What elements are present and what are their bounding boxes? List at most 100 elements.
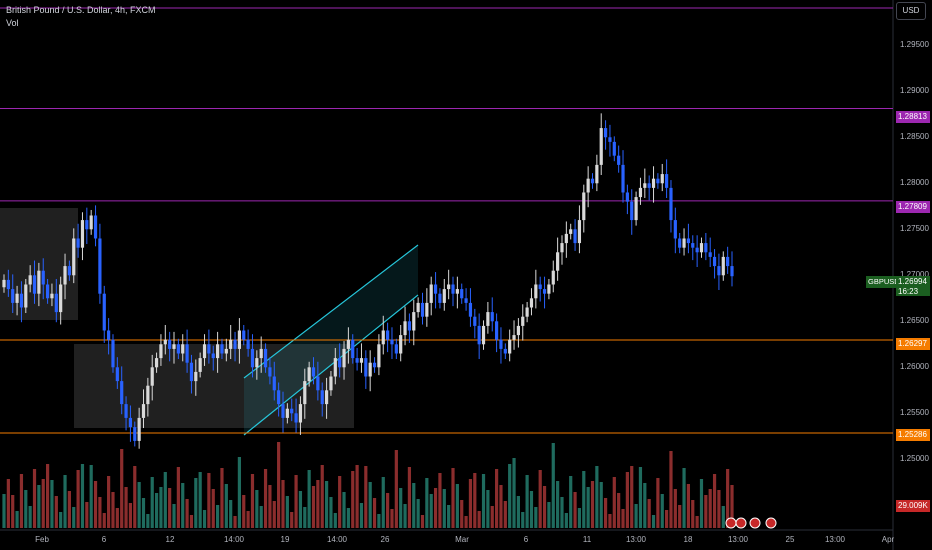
volume-bar bbox=[516, 496, 520, 528]
volume-bar bbox=[351, 471, 355, 528]
volume-bar bbox=[625, 472, 629, 528]
price-tick-label: 1.25500 bbox=[900, 408, 929, 418]
candle-body bbox=[516, 325, 520, 336]
price-tag-level2: 1.27809 bbox=[896, 201, 930, 213]
volume-bar bbox=[673, 489, 677, 528]
volume-bar bbox=[41, 479, 45, 528]
volume-bar bbox=[682, 468, 686, 528]
volume-bar bbox=[338, 476, 342, 528]
candle-body bbox=[617, 155, 621, 165]
channel-upper-line[interactable] bbox=[243, 244, 419, 379]
volume-bar bbox=[595, 466, 599, 528]
candle-body bbox=[486, 312, 490, 326]
candle-body bbox=[220, 344, 224, 354]
candle-body bbox=[146, 385, 150, 405]
volume-bar bbox=[538, 470, 542, 528]
volume-bar bbox=[93, 481, 98, 528]
volume-bar bbox=[307, 470, 311, 528]
volume-bar bbox=[573, 492, 577, 528]
candle-body bbox=[712, 256, 717, 267]
candle-body bbox=[137, 417, 141, 441]
candle-body bbox=[111, 339, 115, 368]
candle-body bbox=[678, 238, 682, 248]
candle-body bbox=[651, 178, 656, 188]
currency-button[interactable]: USD bbox=[896, 2, 926, 20]
candle-body bbox=[63, 266, 67, 285]
economic-events[interactable] bbox=[725, 517, 777, 529]
volume-bar bbox=[603, 498, 608, 528]
volume-bar bbox=[381, 477, 385, 528]
volume-bar bbox=[447, 505, 451, 528]
volume-bar bbox=[425, 478, 429, 528]
price-tick-label: 1.28500 bbox=[900, 132, 929, 142]
volume-bar bbox=[473, 473, 477, 528]
volume-bar bbox=[547, 502, 551, 528]
candle-body bbox=[464, 298, 468, 303]
candle-body bbox=[556, 252, 560, 271]
candle-body bbox=[425, 302, 429, 317]
volume-bar bbox=[128, 503, 133, 528]
candle-body bbox=[612, 141, 616, 156]
candle-body bbox=[176, 344, 180, 354]
candle-body bbox=[494, 321, 499, 340]
volume-bar bbox=[163, 472, 167, 528]
volume-bar bbox=[211, 489, 215, 528]
volume-bar bbox=[638, 467, 643, 528]
volume-bar bbox=[141, 498, 146, 528]
volume-bar bbox=[442, 489, 446, 528]
candle-body bbox=[41, 270, 45, 285]
candle-body bbox=[324, 390, 329, 405]
volume-bar bbox=[643, 483, 647, 528]
candle-body bbox=[608, 137, 612, 142]
volume-bar bbox=[686, 484, 691, 528]
volume-bar bbox=[168, 488, 172, 528]
current-price: 1.26994 bbox=[898, 277, 927, 286]
candle-body bbox=[246, 339, 250, 349]
volume-bar bbox=[54, 496, 58, 528]
candle-body bbox=[115, 367, 119, 382]
event-flag-icon[interactable] bbox=[765, 517, 777, 529]
candle-body bbox=[294, 413, 298, 423]
time-tick-label: 12 bbox=[165, 535, 175, 544]
candle-body bbox=[98, 238, 102, 294]
countdown-timer: 16:23 bbox=[898, 287, 919, 296]
event-flag-icon[interactable] bbox=[725, 517, 737, 529]
candle-body bbox=[481, 325, 486, 345]
volume-bar bbox=[50, 480, 54, 528]
volume-bar bbox=[303, 507, 307, 528]
volume-bar bbox=[329, 497, 333, 528]
volume-bar bbox=[455, 484, 459, 528]
volume-bar bbox=[181, 483, 185, 528]
volume-bar bbox=[726, 469, 730, 528]
channel-lower-line[interactable] bbox=[243, 294, 419, 436]
volume-bar bbox=[216, 505, 220, 528]
event-flag-icon[interactable] bbox=[749, 517, 761, 529]
candle-body bbox=[89, 215, 93, 230]
volume-bar bbox=[355, 465, 359, 528]
candle-body bbox=[216, 344, 220, 359]
candle-body bbox=[686, 238, 691, 244]
candle-body bbox=[263, 348, 268, 368]
volume-bar bbox=[150, 477, 154, 528]
volume-bar bbox=[704, 495, 708, 528]
candle-body bbox=[189, 362, 194, 382]
candle-body bbox=[19, 293, 24, 308]
volume-bar bbox=[512, 458, 516, 528]
candle-body bbox=[590, 178, 595, 184]
price-tick-label: 1.25000 bbox=[900, 454, 929, 464]
volume-indicator-label[interactable]: Vol bbox=[6, 18, 19, 28]
volume-bar bbox=[399, 488, 403, 528]
candle-body bbox=[577, 220, 582, 244]
price-tick-label: 1.28000 bbox=[900, 178, 929, 188]
candle-body bbox=[67, 266, 71, 276]
candle-body bbox=[460, 289, 464, 299]
volume-tag: 29.009K bbox=[896, 500, 930, 512]
volume-bar bbox=[154, 493, 159, 528]
candle-body bbox=[547, 284, 551, 294]
candle-body bbox=[534, 284, 538, 299]
event-flag-icon[interactable] bbox=[735, 517, 747, 529]
candle-body bbox=[45, 284, 50, 299]
volume-bar bbox=[133, 466, 137, 528]
candle-body bbox=[403, 321, 407, 336]
